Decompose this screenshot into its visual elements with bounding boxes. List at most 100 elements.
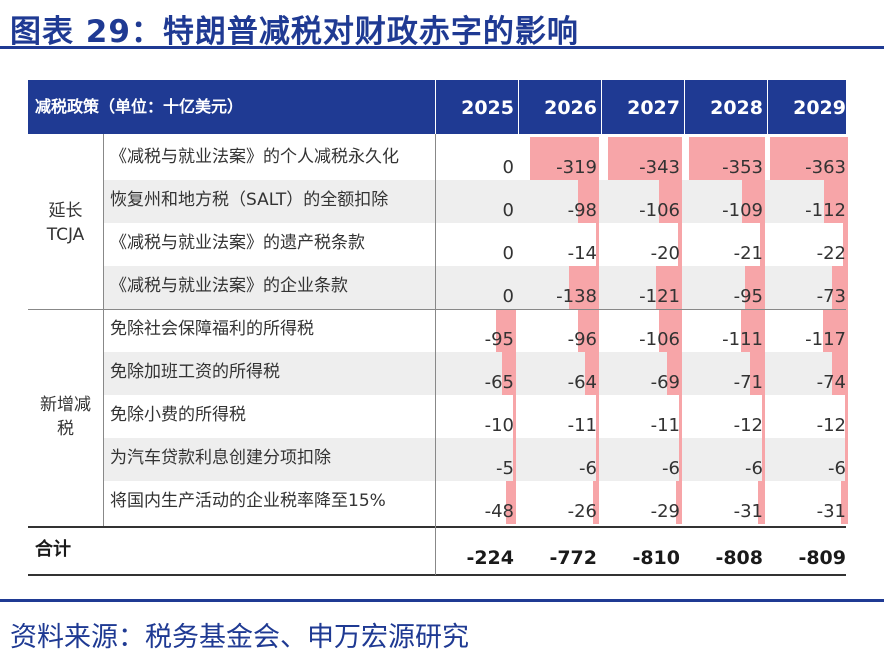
data-bar — [832, 352, 848, 395]
data-bar — [679, 395, 682, 438]
data-bar — [762, 438, 765, 481]
row-label: 《减税与就业法案》的企业条款 — [110, 276, 348, 296]
data-bar — [760, 223, 765, 266]
value-label: -343 — [639, 157, 680, 178]
data-bar — [659, 180, 682, 223]
value-label: 0 — [502, 286, 514, 307]
value-cell: -98 — [518, 180, 601, 223]
footer-rule — [0, 599, 884, 602]
header-separator — [518, 80, 519, 134]
total-value: -808 — [715, 547, 763, 569]
total-row: 合计 -224 -772 -810 -808 -809 — [28, 531, 846, 574]
value-cell: -319 — [518, 137, 601, 180]
value-cell: -31 — [767, 481, 850, 524]
data-bar — [506, 481, 516, 524]
value-label: -96 — [567, 329, 597, 350]
value-label: -64 — [567, 372, 597, 393]
total-value: -810 — [632, 547, 680, 569]
value-cell: -106 — [601, 180, 684, 223]
data-bar — [596, 223, 599, 266]
data-bar — [679, 438, 682, 481]
value-label: -353 — [722, 157, 763, 178]
header-year-2025: 2025 — [461, 97, 514, 119]
value-label: -6 — [828, 458, 846, 479]
table-row: 将国内生产活动的企业税率降至15% -48 -26 -29 -31 -31 — [28, 481, 848, 524]
total-value: -772 — [549, 547, 597, 569]
value-cell: -106 — [601, 309, 684, 352]
value-cell: -22 — [767, 223, 850, 266]
data-bar — [596, 438, 599, 481]
data-bar — [845, 438, 848, 481]
value-cell: -48 — [435, 481, 518, 524]
value-label: -117 — [805, 329, 846, 350]
value-label: -12 — [816, 415, 846, 436]
value-label: -31 — [733, 501, 763, 522]
data-bar — [745, 266, 765, 309]
data-bar — [689, 137, 765, 180]
value-label: 0 — [502, 243, 514, 264]
data-bar — [608, 137, 682, 180]
value-label: -95 — [733, 286, 763, 307]
value-cell: -69 — [601, 352, 684, 395]
value-label: -26 — [567, 501, 597, 522]
row-label: 免除加班工资的所得税 — [110, 362, 280, 382]
row-shading — [103, 266, 846, 309]
value-cell: -11 — [601, 395, 684, 438]
data-bar — [741, 309, 765, 352]
data-bar — [578, 309, 599, 352]
value-cell: -363 — [767, 137, 850, 180]
data-bar — [596, 395, 599, 438]
value-label: -106 — [639, 329, 680, 350]
value-label: -31 — [816, 501, 846, 522]
table-rule — [28, 574, 846, 576]
value-cell: -12 — [684, 395, 767, 438]
value-label: 0 — [502, 157, 514, 178]
row-label: 免除小费的所得税 — [110, 405, 246, 425]
value-cell: -12 — [767, 395, 850, 438]
total-label: 合计 — [35, 539, 71, 560]
value-cell: 0 — [435, 223, 518, 266]
row-shading — [103, 180, 846, 223]
table-rule — [103, 134, 104, 526]
data-bar — [530, 137, 599, 180]
group-label-line: 延长 — [48, 201, 83, 221]
data-bar — [750, 352, 765, 395]
value-cell: -10 — [435, 395, 518, 438]
table-rule — [435, 134, 436, 575]
value-cell: -112 — [767, 180, 850, 223]
value-cell: -73 — [767, 266, 850, 309]
table-row: 《减税与就业法案》的企业条款 0 -138 -121 -95 -73 — [28, 266, 848, 309]
data-bar — [593, 481, 599, 524]
data-bar — [824, 180, 848, 223]
data-bar — [502, 352, 516, 395]
value-label: -5 — [496, 458, 514, 479]
table-row: 免除小费的所得税 -10 -11 -11 -12 -12 — [28, 395, 848, 438]
value-label: -10 — [484, 415, 514, 436]
value-label: -74 — [816, 372, 846, 393]
value-cell: -64 — [518, 352, 601, 395]
value-cell: -138 — [518, 266, 601, 309]
table-header: 减税政策（单位：十亿美元） 2025 2026 2027 2028 2029 — [28, 80, 846, 134]
data-bar — [678, 223, 682, 266]
header-year-2027: 2027 — [627, 97, 680, 119]
value-label: -14 — [567, 243, 597, 264]
table-rule — [28, 309, 846, 310]
data-bar — [659, 309, 682, 352]
header-separator — [767, 80, 768, 134]
value-cell: -5 — [435, 438, 518, 481]
source-note: 资料来源：税务基金会、申万宏源研究 — [10, 622, 469, 653]
header-year-2029: 2029 — [793, 97, 846, 119]
value-cell: -6 — [767, 438, 850, 481]
value-label: -22 — [816, 243, 846, 264]
value-cell: -65 — [435, 352, 518, 395]
value-label: -65 — [484, 372, 514, 393]
value-label: -363 — [805, 157, 846, 178]
value-cell: -71 — [684, 352, 767, 395]
data-bar — [569, 266, 599, 309]
data-bar — [758, 481, 765, 524]
value-cell: 0 — [435, 180, 518, 223]
data-bar — [513, 438, 516, 481]
data-bar — [841, 481, 848, 524]
total-value: -224 — [466, 547, 514, 569]
data-bar — [513, 395, 516, 438]
